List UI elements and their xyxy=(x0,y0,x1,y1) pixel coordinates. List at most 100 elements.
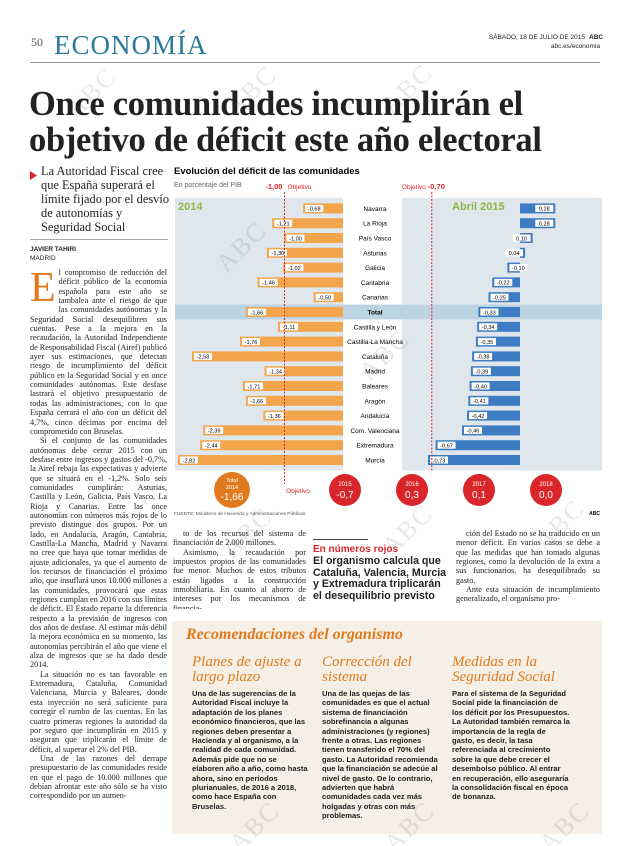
label-bg xyxy=(535,204,554,212)
bar xyxy=(428,455,520,465)
category-label: País Vasco xyxy=(359,236,392,243)
brand: ABC xyxy=(589,34,604,41)
value-label: -1,21 xyxy=(277,222,290,228)
value-label: -0,40 xyxy=(474,384,487,390)
value-label: -0,67 xyxy=(440,444,453,450)
category-label: Castilla-La Mancha xyxy=(347,339,403,346)
label-bg xyxy=(202,441,221,449)
label-bg xyxy=(280,323,299,331)
label-bg xyxy=(494,278,513,286)
label-bg xyxy=(247,308,266,316)
header-rule xyxy=(30,62,600,63)
bar xyxy=(477,321,520,332)
category-label: Total xyxy=(367,310,382,317)
paragraph: Asimismo, la recaudación por impuestos p… xyxy=(173,547,306,609)
paragraph: Una de las razones del derrape presupues… xyxy=(30,753,167,801)
bar xyxy=(462,425,520,436)
value-label: -1,66 xyxy=(250,399,263,405)
label-bg xyxy=(437,441,456,449)
highlight-row xyxy=(175,304,602,320)
target-value: -0,70 xyxy=(428,182,445,191)
value-label: -0,50 xyxy=(318,296,331,302)
box-item-title: Medidas en la Seguridad Social xyxy=(452,654,555,685)
value-label: -1,76 xyxy=(245,340,258,346)
category-label: Asturias xyxy=(363,250,387,257)
label-bg xyxy=(477,338,496,346)
label-bg xyxy=(274,219,293,227)
label-bg xyxy=(268,249,287,257)
drop-cap: E xyxy=(30,268,56,311)
credit: ABC xyxy=(589,511,600,517)
location: MADRID xyxy=(30,255,56,262)
bar xyxy=(263,410,343,421)
label-bg xyxy=(242,338,261,346)
value-label: -0,73 xyxy=(433,458,446,464)
value-label: -1,71 xyxy=(248,384,261,390)
value-label: 0,28 xyxy=(539,207,550,213)
value-label: -0,46 xyxy=(467,429,480,435)
box-item-text: Una de las sugerencias de la Autoridad F… xyxy=(192,689,308,811)
bar xyxy=(240,336,343,347)
chart: Evolución del déficit de las comunidades… xyxy=(174,166,602,517)
author: JAVIER TAHIRI xyxy=(30,246,76,253)
label-bg xyxy=(247,397,266,405)
paragraph-text: l compromiso de reducción del déficit pú… xyxy=(30,268,167,436)
label-bg xyxy=(535,219,554,227)
value-label: -1,34 xyxy=(269,370,282,376)
circle-year: 2015 xyxy=(338,482,352,488)
bar xyxy=(475,336,520,347)
bar xyxy=(272,218,343,229)
target-circle xyxy=(329,474,361,506)
paragraph: ción del Estado no se ha traducido en un… xyxy=(456,529,600,585)
bar xyxy=(278,321,343,332)
circle-value: 0,1 xyxy=(472,490,486,501)
label-bg xyxy=(469,412,488,420)
source: FUENTE: Ministerio de Hacienda y Adminis… xyxy=(174,511,306,517)
circle-value: 0,0 xyxy=(539,490,553,501)
text-column: to de los recursos del sistema de financ… xyxy=(173,529,306,609)
value-label: -0,25 xyxy=(493,296,506,302)
label-bg xyxy=(205,426,224,434)
text-column: ción del Estado no se ha traducido en un… xyxy=(456,529,600,609)
circle-label: Total xyxy=(226,478,238,484)
target-text: Objetivo xyxy=(287,184,311,191)
headline: Once comunidades incumplirán el objetivo… xyxy=(29,85,542,159)
panel-bg xyxy=(402,198,602,471)
value-label: 0,28 xyxy=(539,222,550,228)
box-title: Recomendaciones del organismo xyxy=(186,626,403,643)
sidebar-text: El organismo calcula que Cataluña, Valen… xyxy=(313,555,447,602)
value-label: 0,04 xyxy=(509,251,520,257)
value-label: -2,44 xyxy=(205,444,218,450)
value-label: -2,82 xyxy=(183,458,196,464)
label-bg xyxy=(265,412,284,420)
label-bg xyxy=(512,234,531,242)
value-label: -0,10 xyxy=(512,266,525,272)
category-label: Murcia xyxy=(365,458,385,465)
category-label: La Rioja xyxy=(363,221,387,228)
label-bg xyxy=(470,397,489,405)
value-label: -1,00 xyxy=(289,236,302,242)
value-label: -0,38 xyxy=(477,355,490,361)
bar xyxy=(472,351,520,362)
circle-year: 2017 xyxy=(472,482,486,488)
paragraph: La situación no es tan favorable en Extr… xyxy=(30,669,167,754)
label-bg xyxy=(194,352,213,360)
label-bg xyxy=(259,278,278,286)
circle-value: -0,7 xyxy=(336,490,354,501)
value-label: -1,02 xyxy=(288,266,301,272)
category-label: Cataluña xyxy=(362,354,388,361)
value-label: -1,36 xyxy=(268,414,281,420)
category-label: Extremadura xyxy=(356,443,394,450)
label-bg xyxy=(480,308,499,316)
series-label: Abril 2015 xyxy=(452,201,505,213)
paragraph: Ante esta situación de incumplimiento ge… xyxy=(456,585,600,604)
bullet xyxy=(30,167,38,180)
bar xyxy=(192,351,343,362)
label-bg xyxy=(509,264,528,272)
value-label: -2,58 xyxy=(197,355,210,361)
bar xyxy=(245,395,343,406)
